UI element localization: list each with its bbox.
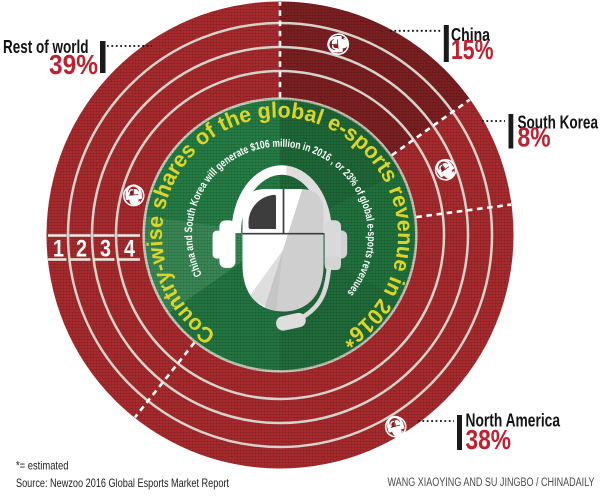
svg-text:1: 1 <box>53 236 64 263</box>
svg-text:39%: 39% <box>49 49 98 80</box>
svg-text:4: 4 <box>124 236 136 263</box>
svg-text:3: 3 <box>100 236 111 263</box>
svg-text:South Korea: South Korea <box>518 111 599 132</box>
svg-text:8%: 8% <box>518 122 551 153</box>
svg-text:Rest of world: Rest of world <box>3 36 89 57</box>
svg-text:WANG XIAOYING AND SU JINGBO /: WANG XIAOYING AND SU JINGBO / CHINADAILY <box>388 477 595 489</box>
svg-text:Source: Newzoo 2016 Global Esp: Source: Newzoo 2016 Global Esports Marke… <box>16 476 230 490</box>
svg-text:China: China <box>451 24 491 45</box>
svg-text:2: 2 <box>76 236 87 263</box>
svg-text:North America: North America <box>466 409 561 430</box>
svg-text:15%: 15% <box>451 34 494 65</box>
svg-text:38%: 38% <box>466 424 512 455</box>
svg-text:*= estimated: *= estimated <box>16 459 69 473</box>
